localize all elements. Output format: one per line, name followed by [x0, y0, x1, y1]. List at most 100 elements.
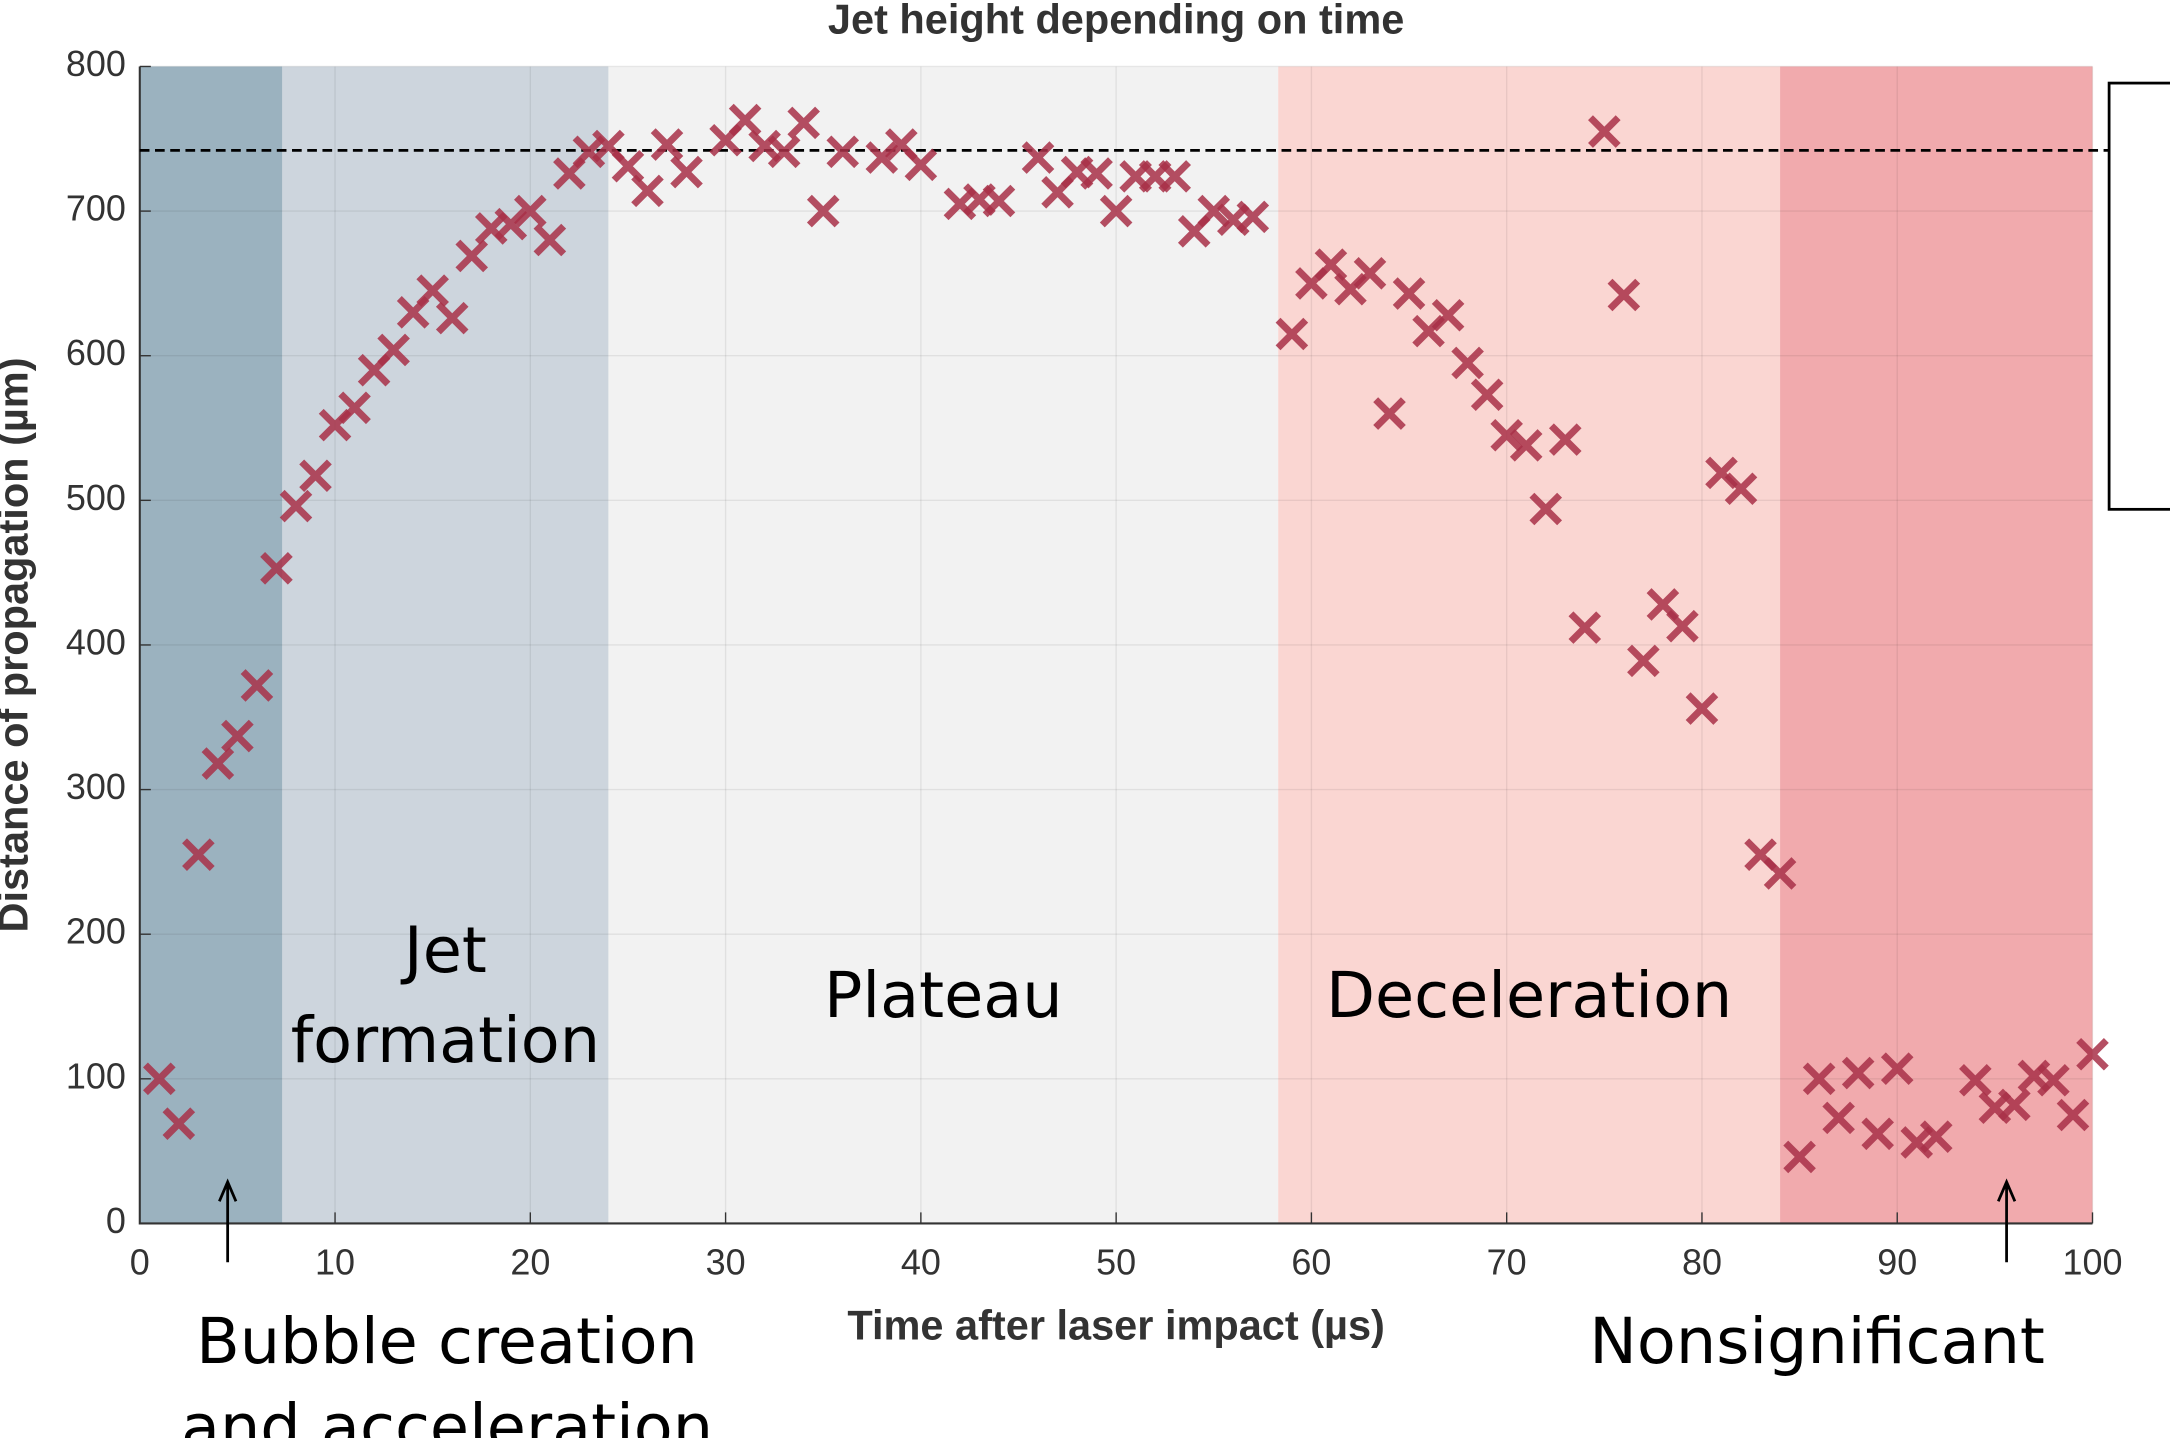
marker	[1880, 1052, 1914, 1085]
region-label: Deceleration	[1326, 959, 1732, 1033]
marker	[1314, 248, 1348, 281]
marker	[299, 459, 332, 493]
y-tick-label: 400	[66, 621, 126, 662]
marker	[1783, 1140, 1816, 1174]
marker	[1724, 472, 1758, 506]
marker	[670, 155, 703, 189]
marker	[1451, 346, 1484, 380]
x-tick-label: 50	[1096, 1241, 1136, 1282]
marker	[1373, 397, 1406, 430]
marker	[1685, 692, 1719, 725]
arrow	[1997, 1178, 2017, 1263]
marker	[2076, 1037, 2109, 1071]
marker	[279, 489, 313, 523]
marker	[806, 194, 840, 228]
region-label: Jet	[400, 914, 487, 988]
marker	[1607, 278, 1641, 312]
marker	[865, 141, 899, 174]
marker	[728, 103, 762, 137]
region-label: Plateau	[824, 959, 1063, 1033]
marker	[1861, 1117, 1894, 1151]
marker	[240, 669, 274, 702]
marker	[377, 333, 410, 367]
arrow	[218, 1178, 238, 1263]
y-tick-label: 800	[66, 43, 126, 84]
marker	[1588, 115, 1621, 148]
marker	[1470, 378, 1504, 412]
marker	[767, 135, 801, 169]
marker	[1021, 141, 1055, 174]
y-tick-label: 100	[66, 1055, 126, 1096]
marker	[1490, 418, 1523, 452]
clipped-box	[2107, 81, 2170, 511]
y-axis-label: Distance of propagation (µm)	[0, 357, 37, 932]
marker	[435, 301, 469, 335]
region	[282, 66, 609, 1224]
marker	[826, 135, 860, 169]
marker	[1822, 1101, 1855, 1135]
marker	[260, 552, 293, 585]
chart-title: Jet height depending on time	[828, 0, 1404, 42]
x-tick-label: 90	[1877, 1241, 1917, 1282]
y-tick-label: 700	[66, 188, 126, 229]
marker	[514, 194, 547, 228]
marker	[338, 391, 371, 425]
marker	[1158, 160, 1192, 193]
y-tick-label: 500	[66, 477, 126, 518]
x-tick-label: 60	[1291, 1241, 1331, 1282]
marker	[904, 148, 938, 182]
marker	[494, 207, 528, 241]
marker	[1197, 194, 1231, 228]
marker	[1509, 429, 1543, 462]
x-tick-label: 10	[315, 1241, 355, 1282]
marker	[2056, 1098, 2090, 1132]
x-tick-label: 100	[2062, 1241, 2122, 1282]
marker	[1099, 194, 1133, 228]
annotation: Bubble creation	[196, 1305, 698, 1379]
marker	[650, 128, 684, 161]
marker	[1841, 1056, 1875, 1090]
x-tick-label: 0	[130, 1241, 150, 1282]
annotation: Nonsignificant	[1589, 1305, 2045, 1379]
marker	[1802, 1062, 1836, 1096]
marker	[631, 174, 664, 208]
x-tick-label: 80	[1682, 1241, 1722, 1282]
x-tick-label: 30	[706, 1241, 746, 1282]
y-tick-label: 200	[66, 911, 126, 952]
marker	[1998, 1088, 2031, 1122]
marker	[611, 149, 645, 183]
marker	[533, 223, 567, 257]
marker	[1959, 1063, 1992, 1097]
marker	[1431, 298, 1465, 332]
marker	[1529, 492, 1563, 526]
y-tick-label: 600	[66, 332, 126, 373]
x-axis-label: Time after laser impact (µs)	[847, 1302, 1385, 1349]
marker	[221, 719, 254, 753]
x-tick-label: 20	[510, 1241, 550, 1282]
marker	[1392, 277, 1426, 310]
marker	[143, 1062, 176, 1096]
marker	[182, 838, 215, 871]
marker	[1568, 611, 1602, 644]
region	[1780, 66, 2093, 1224]
marker	[1353, 256, 1387, 290]
marker	[982, 184, 1016, 218]
marker	[1275, 317, 1309, 351]
marker	[416, 274, 449, 307]
annotation: and acceleration	[181, 1391, 713, 1438]
marker	[455, 239, 489, 273]
marker	[1548, 423, 1582, 456]
marker	[1236, 200, 1270, 234]
region	[139, 66, 283, 1224]
axes	[138, 66, 2093, 1225]
region	[1278, 66, 1781, 1224]
x-tick-label: 70	[1487, 1241, 1527, 1282]
y-tick-label: 0	[106, 1200, 126, 1241]
marker	[1080, 157, 1113, 190]
marker	[1763, 857, 1797, 890]
region	[608, 66, 1279, 1224]
x-tick-label: 40	[901, 1241, 941, 1282]
marker	[1666, 609, 1699, 643]
